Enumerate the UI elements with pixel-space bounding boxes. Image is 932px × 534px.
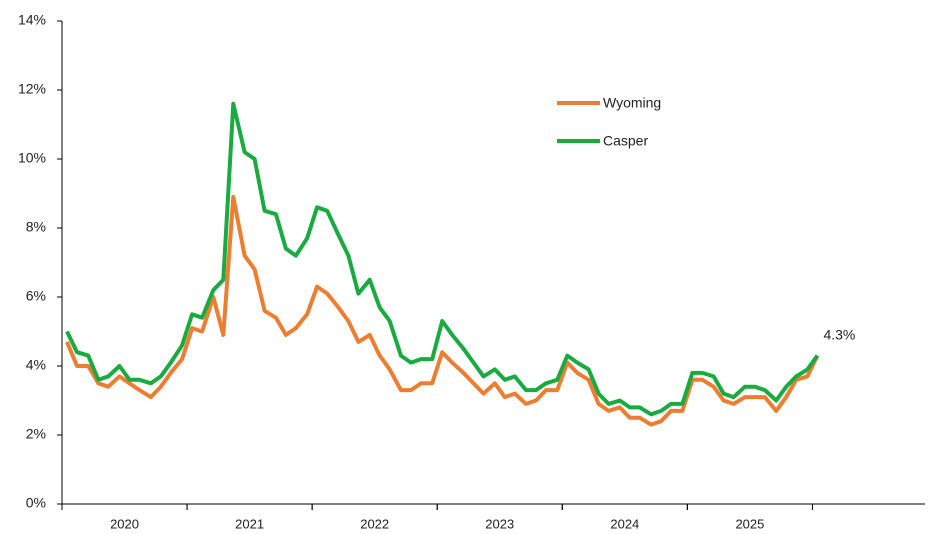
y-tick-label: 4% — [26, 357, 46, 373]
legend: Wyoming Casper — [557, 95, 661, 149]
series-line — [65, 101, 820, 417]
y-tick-label: 6% — [26, 288, 46, 304]
series-line — [65, 194, 820, 427]
y-tick-label: 0% — [26, 495, 46, 511]
y-tick-label: 14% — [18, 12, 46, 28]
x-tick-label: 2022 — [360, 516, 389, 531]
x-tick-label: 2021 — [235, 516, 264, 531]
y-tick-label: 12% — [18, 81, 46, 97]
x-tick-label: 2023 — [485, 516, 514, 531]
y-tick-label: 2% — [26, 426, 46, 442]
y-tick-label: 10% — [18, 150, 46, 166]
x-tick-label: 2025 — [735, 516, 764, 531]
y-tick-label: 8% — [26, 219, 46, 235]
data-label: 4.3% — [823, 326, 855, 342]
x-tick-label: 2020 — [110, 516, 139, 531]
legend-label: Casper — [603, 133, 648, 149]
legend-label: Wyoming — [603, 95, 661, 111]
x-tick-label: 2024 — [610, 516, 639, 531]
